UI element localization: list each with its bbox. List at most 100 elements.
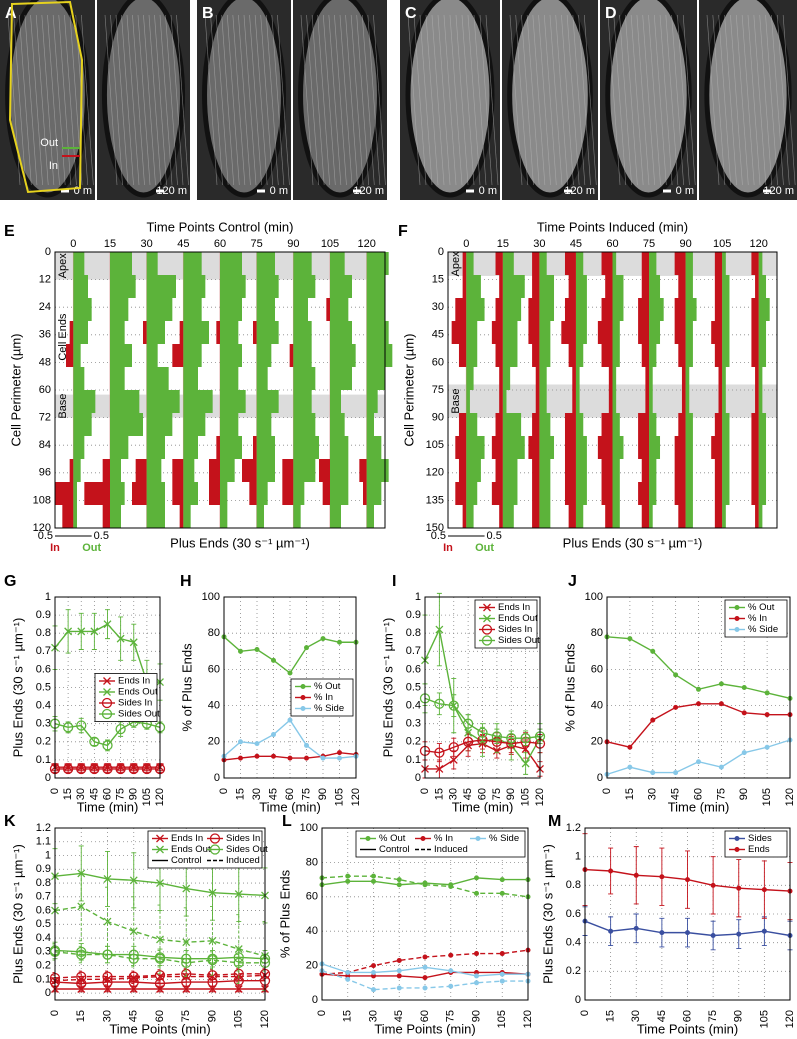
marker [371,987,376,993]
marker [710,882,716,888]
microtubule-texture [121,14,134,186]
microtubule-texture [277,14,290,186]
marker [337,639,342,645]
microtubule-texture [265,14,279,186]
y-tick-label: 0.3 [36,946,51,958]
marker [103,917,112,926]
profile-bar [330,298,349,321]
x-tick-label: 45 [267,788,279,800]
x-tick-label: 0 [70,238,76,250]
marker [304,645,309,651]
profile-bar [722,298,730,321]
microtubule-texture [473,14,487,186]
marker [271,657,276,663]
y-tick-label: 135 [426,494,444,506]
profile-bar [532,275,540,298]
marker [448,883,454,889]
x-tick-label: 120 [750,238,768,250]
profile-bar [612,344,620,367]
profile-bar [572,390,576,413]
y-tick-label: 0.9 [36,609,51,621]
profile-bar [216,436,220,459]
profile-bar [539,505,551,528]
legend-label: In [443,542,453,554]
legend-label: Induced [434,844,468,855]
y-tick-label: 0.7 [406,645,421,657]
profile-bar [143,321,147,344]
y-tick-label: 80 [208,627,220,639]
profile-bar [532,505,540,528]
y-tick-label: 0.7 [36,645,51,657]
profile-bar [256,413,272,436]
x-tick-label: 60 [476,788,488,800]
profile-bar [172,482,184,505]
marker [474,875,479,881]
profile-bar [638,436,650,459]
marker [89,763,100,775]
profile-bar [462,505,467,528]
marker [761,928,767,934]
error-bar [157,950,163,968]
profile-bar [466,482,478,505]
profile-bar [758,459,767,482]
profile-bar [55,482,74,505]
x-tick-label: 90 [287,238,299,250]
x-tick-label: 15 [75,1010,87,1022]
profile-bar [293,482,305,505]
marker [627,636,633,642]
profile-bar [366,321,389,344]
annotation: Out [40,137,58,149]
profile-bar [758,482,767,505]
time-label: 120 m [564,185,595,197]
profile-bar [755,367,759,390]
microtubule-texture [367,14,381,186]
legend-label: Ends In [498,602,530,613]
marker [128,971,139,982]
x-tick-label: 45 [393,1010,405,1022]
plot-frame [321,827,529,1001]
profile-bar [502,252,514,275]
profile-bar [714,482,723,505]
marker [320,755,326,761]
profile-bar [649,321,661,344]
y-tick-label: 60 [39,384,51,396]
profile-bar [678,413,686,436]
region-label: Apex [450,251,462,277]
profile-bar [649,344,657,367]
profile-bar [146,505,165,528]
marker [345,878,351,884]
x-tick-label: 105 [496,1010,508,1028]
microtubule-texture [47,14,60,186]
profile-bar [293,298,308,321]
profile-bar [564,413,576,436]
y-axis-label: Plus Ends (30 s⁻¹ µm⁻¹) [540,844,555,984]
profile-bar [714,459,723,482]
profile-bar [102,505,110,528]
y-tick-label: 1.2 [566,822,581,834]
time-label: 120 m [156,185,187,197]
marker [182,884,191,893]
x-tick-label: 45 [88,788,100,800]
x-axis-label: Time (min) [668,799,730,814]
microtubule-texture [653,14,667,186]
x-tick-label: 90 [317,788,329,800]
y-tick-label: 1 [575,851,581,863]
microtubule-texture [104,14,118,186]
profile-bar [532,344,540,367]
x-tick-label: 0 [463,238,469,250]
profile-bar [535,367,540,390]
profile-bar [532,413,540,436]
microtubule-texture [24,14,38,186]
profile-bar [539,298,555,321]
profile-bar [539,459,551,482]
series-line [321,875,529,898]
legend-box [355,830,526,858]
microtubule-texture [437,14,451,186]
x-tick-label: 75 [180,1010,192,1022]
x-tick-label: 105 [141,788,153,806]
time-label: 120 m [353,185,384,197]
microtubule-texture [625,14,638,186]
microtubule-texture [361,14,375,186]
marker [156,985,164,993]
profile-bar [366,436,382,459]
